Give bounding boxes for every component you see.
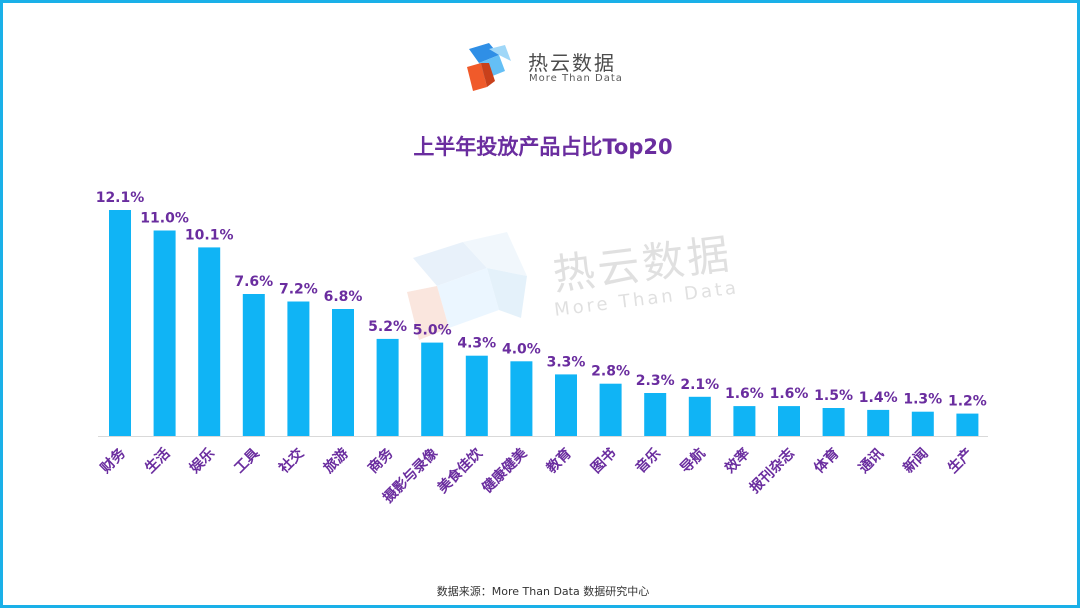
bar xyxy=(287,301,310,436)
category-label: 通讯 xyxy=(856,446,887,477)
category-label: 财务 xyxy=(96,444,129,477)
category-label: 体育 xyxy=(811,445,843,477)
bar-value-label: 1.4% xyxy=(859,390,898,406)
logo-name-cn: 热云数据 xyxy=(528,51,616,75)
category-label: 报刊杂志 xyxy=(746,445,798,497)
bar-value-label: 7.6% xyxy=(234,274,273,290)
bar-value-label: 10.1% xyxy=(185,227,234,243)
bar xyxy=(198,247,221,436)
data-source-note: 数据来源：More Than Data 数据研究中心 xyxy=(436,585,650,598)
logo-cube-icon xyxy=(467,43,511,91)
category-label: 娱乐 xyxy=(186,445,218,477)
category-label: 图书 xyxy=(588,445,620,477)
bar-value-label: 2.1% xyxy=(680,377,719,393)
bar xyxy=(599,383,622,436)
logo: 热云数据 More Than Data xyxy=(465,41,635,95)
category-label: 新闻 xyxy=(900,445,932,477)
bar xyxy=(867,409,890,436)
category-label: 社交 xyxy=(275,445,308,478)
bar-value-label: 2.8% xyxy=(591,364,630,380)
category-label: 效率 xyxy=(721,445,753,477)
bar xyxy=(956,413,979,436)
bar-value-label: 5.2% xyxy=(368,319,407,335)
bar-value-label: 6.8% xyxy=(324,289,363,305)
bar xyxy=(510,361,533,436)
category-label: 生产 xyxy=(944,445,976,477)
category-label: 健康健美 xyxy=(479,444,531,496)
logo-name-en: More Than Data xyxy=(529,73,623,84)
bar xyxy=(644,393,667,436)
bar-value-label: 7.2% xyxy=(279,282,318,298)
bar-value-label: 1.3% xyxy=(903,392,942,408)
watermark-cube-icon xyxy=(407,232,527,340)
bar xyxy=(911,411,934,436)
bar-value-label: 1.6% xyxy=(770,386,809,402)
bar xyxy=(109,210,131,436)
chart-title: 上半年投放产品占比Top20 xyxy=(413,135,673,159)
category-label: 生活 xyxy=(142,445,174,477)
bar xyxy=(153,230,176,436)
category-label: 美食佳饮 xyxy=(434,444,486,496)
bar xyxy=(421,342,444,436)
bar-value-label: 4.3% xyxy=(457,336,496,352)
category-label: 商务 xyxy=(365,444,398,477)
bar xyxy=(376,338,399,436)
bar xyxy=(555,374,577,436)
bar-value-label: 5.0% xyxy=(413,323,452,339)
category-label: 音乐 xyxy=(632,445,664,477)
bar-value-label: 12.1% xyxy=(96,190,145,206)
bar xyxy=(733,406,756,436)
category-label: 导航 xyxy=(677,445,709,477)
bar xyxy=(688,396,711,436)
bar-value-label: 1.6% xyxy=(725,386,764,402)
bar xyxy=(332,309,354,436)
bar-value-label: 11.0% xyxy=(140,211,189,227)
category-label: 旅游 xyxy=(320,445,352,477)
bar-value-label: 4.0% xyxy=(502,341,541,357)
category-label: 工具 xyxy=(232,446,263,477)
bar-value-label: 3.3% xyxy=(547,354,586,370)
category-label: 教育 xyxy=(543,445,575,477)
bar-value-label: 1.5% xyxy=(814,388,853,404)
bar-value-label: 2.3% xyxy=(636,373,675,389)
bar xyxy=(822,408,845,436)
bar xyxy=(242,294,265,436)
bar xyxy=(465,355,488,436)
bar xyxy=(778,406,800,436)
watermark: 热云数据 More Than Data xyxy=(403,228,743,358)
bar-value-label: 1.2% xyxy=(948,394,987,410)
